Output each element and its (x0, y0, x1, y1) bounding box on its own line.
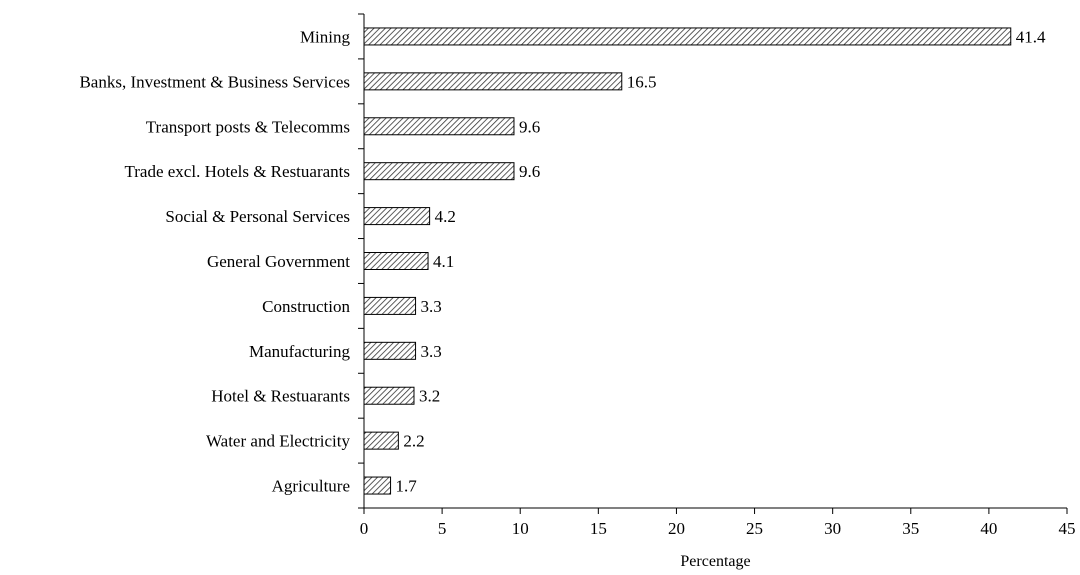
x-tick-label: 30 (824, 519, 841, 538)
value-label: 3.3 (421, 297, 442, 316)
bar (363, 296, 417, 315)
x-tick-label: 15 (590, 519, 607, 538)
x-tick-label: 45 (1059, 519, 1076, 538)
value-label: 1.7 (396, 477, 418, 496)
x-tick-label: 5 (438, 519, 447, 538)
category-label: Mining (300, 27, 351, 46)
category-label: Hotel & Restuarants (211, 387, 350, 406)
bar (363, 72, 623, 91)
x-tick-label: 25 (746, 519, 763, 538)
x-tick-label: 35 (902, 519, 919, 538)
category-label: Construction (262, 297, 350, 316)
category-label: Trade excl. Hotels & Restuarants (124, 162, 350, 181)
category-label: Water and Electricity (206, 432, 351, 451)
x-tick-label: 40 (980, 519, 997, 538)
bar (363, 117, 515, 136)
x-tick-label: 20 (668, 519, 685, 538)
x-tick-label: 10 (512, 519, 529, 538)
bar (363, 252, 429, 270)
value-label: 4.2 (435, 207, 456, 226)
value-label: 9.6 (519, 117, 540, 136)
category-label: Banks, Investment & Business Services (79, 72, 350, 91)
category-label: Agriculture (272, 477, 350, 496)
x-tick-label: 0 (360, 519, 369, 538)
category-label: Manufacturing (249, 342, 351, 361)
x-axis-title: Percentage (680, 553, 750, 570)
value-label: 41.4 (1016, 27, 1046, 46)
ticks-group: 0 5 10 15 20 25 30 35 40 45 (358, 13, 1076, 538)
bar (363, 386, 415, 405)
value-label: 16.5 (627, 72, 657, 91)
value-label: 3.2 (419, 387, 440, 406)
bars-group (363, 27, 1012, 495)
axes-group (363, 14, 1067, 509)
bar (363, 162, 515, 181)
category-label: Social & Personal Services (165, 207, 350, 226)
category-label: Transport posts & Telecomms (146, 117, 350, 136)
value-label: 4.1 (433, 252, 454, 271)
value-label: 2.2 (403, 432, 424, 451)
value-label: 9.6 (519, 162, 540, 181)
bar (363, 476, 392, 495)
bar (363, 207, 431, 226)
value-label: 3.3 (421, 342, 442, 361)
bar (363, 27, 1012, 46)
bar (363, 341, 417, 360)
bar (363, 431, 399, 450)
category-label: General Government (207, 252, 350, 271)
